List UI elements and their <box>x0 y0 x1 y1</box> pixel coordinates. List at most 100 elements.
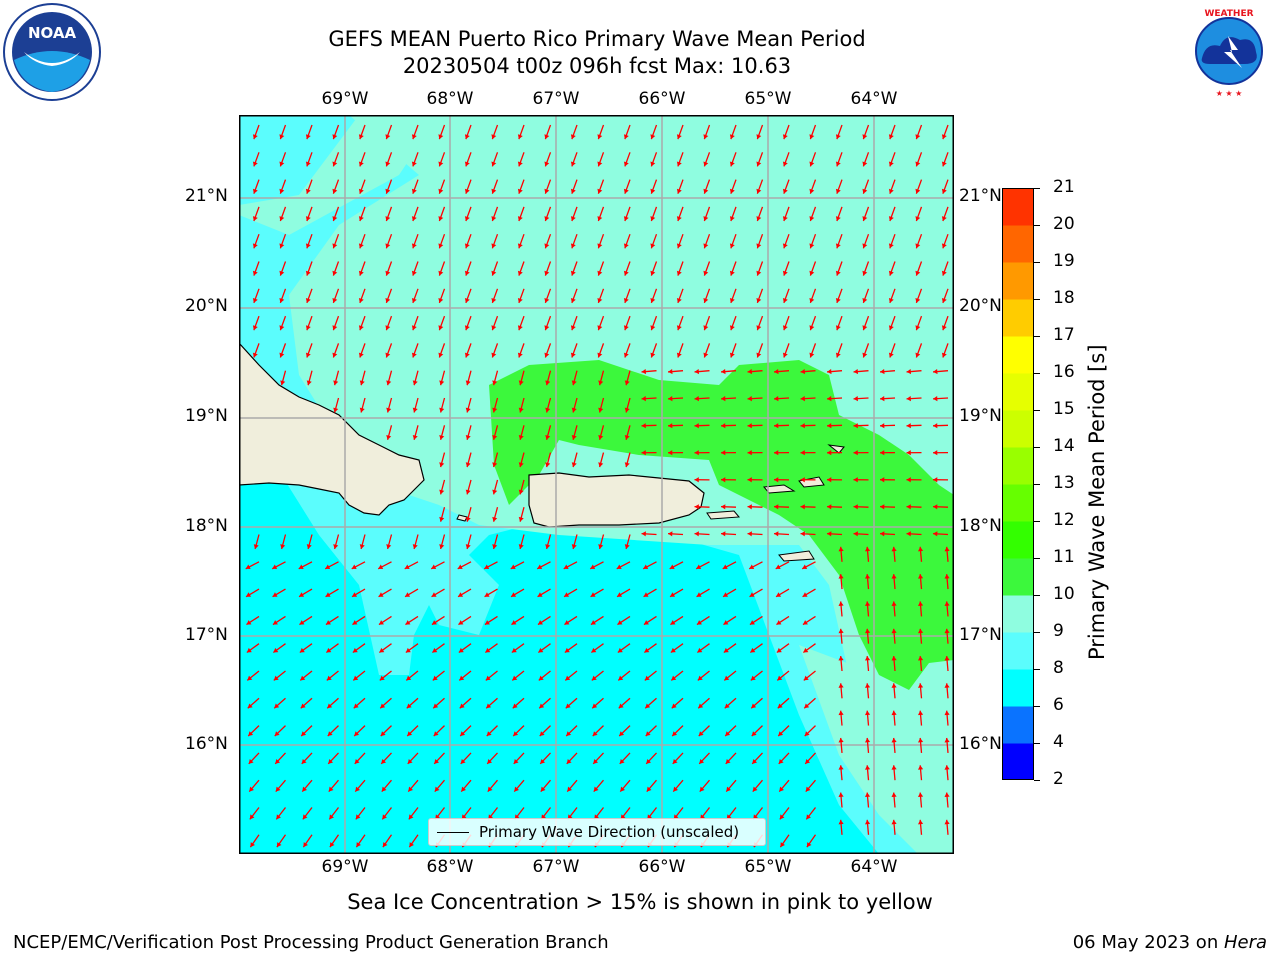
colorbar-tick-label: 17 <box>1053 325 1075 345</box>
wave-direction-arrowhead <box>747 396 752 402</box>
wave-direction-arrowhead <box>672 758 678 764</box>
wave-direction-arrowhead <box>774 531 779 537</box>
wave-direction-arrowhead <box>723 647 729 653</box>
wave-direction-arrowhead <box>438 352 444 358</box>
wave-direction-arrowhead <box>325 592 331 597</box>
wave-direction-arrowhead <box>838 819 844 825</box>
wave-direction-arrowhead <box>624 380 630 386</box>
colorbar <box>1002 188 1034 780</box>
wave-direction-arrowhead <box>598 380 604 386</box>
wave-direction-arrowhead <box>459 675 465 681</box>
wave-direction-arrowhead <box>406 703 412 709</box>
wave-direction-arrowhead <box>411 134 417 140</box>
wave-direction-arrowhead <box>412 544 418 549</box>
wave-direction-arrowhead <box>694 396 699 402</box>
wave-direction-arrowhead <box>864 601 871 606</box>
wave-direction-arrowhead <box>327 703 333 709</box>
wave-direction-arrowhead <box>518 462 524 468</box>
wave-direction-arrowhead <box>299 647 305 653</box>
wave-direction-arrowhead <box>333 380 339 386</box>
wave-direction-arrowhead <box>838 792 844 798</box>
wave-direction-arrowhead <box>358 134 364 140</box>
wave-direction-arrowhead <box>484 620 490 625</box>
wave-direction-arrowhead <box>565 675 571 681</box>
wave-direction-arrowhead <box>272 620 278 625</box>
wave-direction-arrowhead <box>944 737 950 743</box>
wave-direction-arrowhead <box>915 161 921 167</box>
wave-direction-arrowhead <box>853 504 858 510</box>
wave-direction-arrowhead <box>465 462 471 468</box>
wave-direction-arrowhead <box>485 647 491 653</box>
wave-direction-arrowhead <box>591 675 597 681</box>
wave-direction-arrowhead <box>864 656 871 661</box>
wave-direction-arrowhead <box>598 544 604 549</box>
wave-direction-arrowhead <box>279 325 285 331</box>
wave-direction-arrowhead <box>513 731 519 737</box>
wave-direction-arrowhead <box>624 407 630 413</box>
wave-direction-arrowhead <box>279 352 285 358</box>
wave-direction-arrowhead <box>915 325 921 331</box>
wave-direction-arrowhead <box>332 297 338 303</box>
wave-direction-arrowhead <box>247 703 253 709</box>
wave-direction-arrowhead <box>915 216 921 221</box>
wave-direction-arrowhead <box>617 620 623 625</box>
wave-direction-arrowhead <box>721 396 726 402</box>
wave-direction-arrowhead <box>917 710 924 716</box>
wave-direction-arrowhead <box>510 564 516 570</box>
wave-direction-arrowhead <box>359 380 365 386</box>
wave-direction-arrowhead <box>827 504 832 510</box>
wave-direction-arrowhead <box>537 592 543 597</box>
wave-direction-arrowhead <box>564 620 570 625</box>
svg-text:★ ★ ★: ★ ★ ★ <box>1216 89 1243 98</box>
wave-direction-arrowhead <box>838 656 844 661</box>
colorbar-tick-mark <box>1034 298 1040 300</box>
wave-direction-arrowhead <box>729 325 735 331</box>
wave-direction-arrowhead <box>891 574 897 579</box>
wave-direction-arrowhead <box>721 423 726 429</box>
wave-direction-arrowhead <box>439 462 445 468</box>
wave-direction-arrowhead <box>809 243 815 249</box>
wave-direction-arrowhead <box>458 620 464 625</box>
lon-label-bottom: 68°W <box>426 857 474 877</box>
wave-direction-arrowhead <box>517 243 523 249</box>
wave-direction-arrowhead <box>408 786 414 792</box>
wave-direction-arrowhead <box>888 188 894 194</box>
wave-direction-arrowhead <box>668 396 673 402</box>
wave-direction-arrowhead <box>729 134 735 140</box>
plot-title: GEFS MEAN Puerto Rico Primary Wave Mean … <box>328 27 866 51</box>
wave-direction-arrowhead <box>382 814 387 820</box>
wave-direction-arrowhead <box>650 161 656 167</box>
wave-direction-arrowhead <box>358 161 364 167</box>
wave-direction-arrowhead <box>246 620 252 625</box>
wave-direction-arrowhead <box>408 814 414 820</box>
wave-direction-arrowhead <box>774 477 779 483</box>
wave-direction-arrowhead <box>864 574 871 579</box>
wave-direction-arrowhead <box>891 792 897 798</box>
wave-direction-arrowhead <box>439 489 445 495</box>
wave-direction-arrowhead <box>465 434 471 440</box>
graticule <box>239 115 954 854</box>
wave-direction-arrowhead <box>355 814 361 820</box>
wave-direction-arrowhead <box>696 564 702 570</box>
wave-direction-arrowhead <box>439 434 445 440</box>
wave-direction-arrowhead <box>917 737 924 743</box>
colorbar-tick-label: 11 <box>1053 547 1075 567</box>
wave-direction-arrowhead <box>862 270 868 276</box>
wave-direction-arrowhead <box>835 325 841 331</box>
wave-direction-arrowhead <box>351 564 357 570</box>
wave-direction-arrowhead <box>888 134 894 140</box>
wave-direction-arrowhead <box>593 758 599 764</box>
wave-direction-arrowhead <box>512 675 518 681</box>
wave-direction-arrowhead <box>358 297 364 303</box>
wave-direction-arrowhead <box>756 243 762 249</box>
wave-direction-arrowhead <box>668 423 673 429</box>
wave-direction-arrowhead <box>641 531 646 537</box>
wave-direction-arrowhead <box>332 243 338 249</box>
wave-direction-arrowhead <box>593 786 599 792</box>
wave-direction-arrowhead <box>486 731 492 737</box>
colorbar-tick-mark <box>1034 668 1040 670</box>
wave-direction-arrowhead <box>438 188 444 194</box>
wave-direction-arrowhead <box>597 188 603 194</box>
wave-direction-arrowhead <box>358 325 364 331</box>
colorbar-bin <box>1002 595 1034 633</box>
